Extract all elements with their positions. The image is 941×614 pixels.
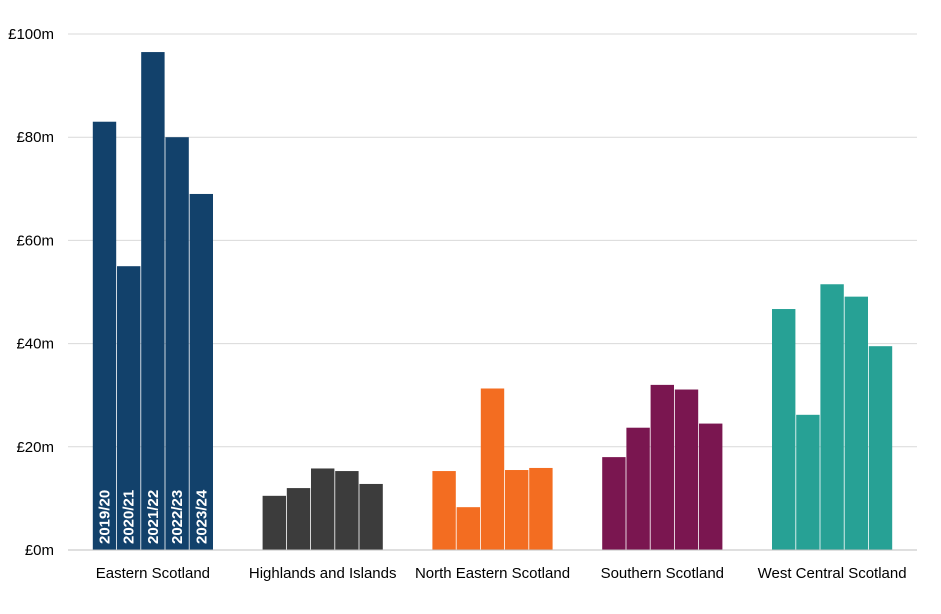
- bar: [529, 467, 553, 550]
- bar: [868, 346, 893, 550]
- bars: [92, 52, 893, 551]
- bar: [117, 266, 141, 550]
- bar: [699, 423, 723, 550]
- bar: [92, 121, 117, 550]
- x-axis-category-labels: Eastern Scotland Highlands and Islands Nor…: [96, 565, 907, 582]
- bar: [262, 495, 286, 550]
- category-label: Highlands and Islands: [249, 565, 397, 582]
- bar: [820, 284, 844, 550]
- bar-year-label: 2021/22: [145, 490, 162, 544]
- bar: [335, 471, 359, 550]
- category-label: Eastern Scotland: [96, 565, 210, 582]
- y-tick-label: £40m: [16, 336, 54, 353]
- category-label: Southern Scotland: [601, 565, 724, 582]
- bar: [165, 137, 189, 550]
- category-label: North Eastern Scotland: [415, 565, 570, 582]
- y-tick-label: £80m: [16, 129, 54, 146]
- bar-year-label: 2023/24: [193, 489, 210, 544]
- bar-year-labels: 2019/20 2020/21 2021/22 2022/23 2023/24: [97, 489, 211, 544]
- bar: [311, 468, 335, 550]
- y-tick-label: £100m: [8, 26, 54, 43]
- bar-year-label: 2020/21: [121, 490, 138, 544]
- bar: [432, 471, 456, 550]
- bar: [505, 470, 529, 550]
- bar: [650, 384, 674, 550]
- bar: [359, 483, 383, 550]
- y-tick-label: £60m: [16, 232, 54, 249]
- bar: [772, 309, 796, 550]
- bar: [189, 193, 213, 550]
- bar: [286, 488, 311, 550]
- bar: [674, 389, 699, 550]
- bar: [456, 507, 480, 550]
- category-label: West Central Scotland: [758, 565, 907, 582]
- y-axis-tick-labels: £0m £20m £40m £60m £80m £100m: [8, 26, 54, 559]
- bar: [602, 457, 626, 550]
- bar: [626, 427, 650, 550]
- bar-year-label: 2019/20: [97, 490, 114, 544]
- bar: [796, 414, 820, 550]
- bar: [844, 296, 868, 550]
- bar: [141, 52, 165, 551]
- y-tick-label: £0m: [25, 542, 54, 559]
- bar: [480, 388, 505, 550]
- y-tick-label: £20m: [16, 439, 54, 456]
- bar-year-label: 2022/23: [169, 490, 186, 544]
